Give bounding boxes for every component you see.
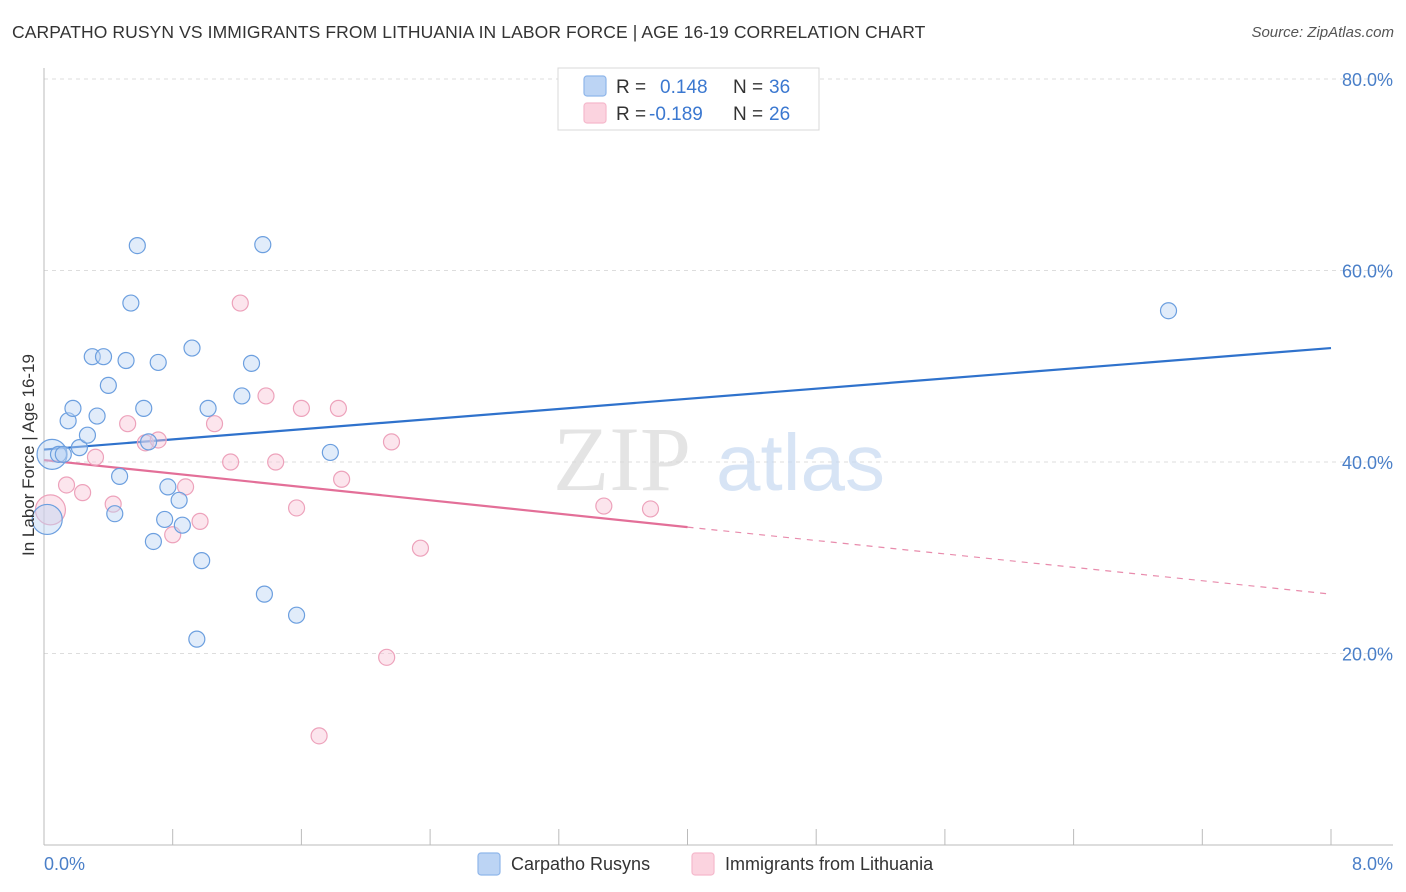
point-lithuania (310, 727, 328, 745)
point-lithuania (287, 499, 306, 517)
point-lithuania (231, 294, 249, 312)
legend-n-label: N = (733, 104, 763, 125)
x-tick-label: 8.0% (1352, 854, 1393, 874)
point-carpatho (321, 443, 339, 462)
bottom-legend-swatch-carpatho (477, 852, 501, 876)
legend-swatch-carpatho (583, 75, 607, 97)
bottom-legend-label-carpatho: Carpatho Rusyns (511, 854, 650, 874)
point-lithuania (292, 399, 310, 417)
tick-labels: 20.0% 40.0% 60.0% 80.0% 0.0% 8.0% (44, 70, 1393, 874)
point-carpatho (149, 353, 167, 372)
point-lithuania (329, 399, 348, 417)
trend-line-carpatho (43, 346, 1332, 451)
point-carpatho (111, 467, 129, 485)
point-lithuania (382, 433, 401, 451)
legend-r-label: R = (616, 77, 646, 98)
point-carpatho (64, 399, 82, 417)
legend-r-value: 0.148 (660, 77, 708, 98)
point-lithuania (57, 476, 76, 494)
point-carpatho (49, 445, 68, 463)
trend-lines (43, 346, 1332, 595)
y-axis-title: In Labor Force | Age 16-19 (19, 354, 38, 556)
point-carpatho (70, 439, 88, 457)
point-carpatho (1159, 302, 1178, 320)
axes (43, 68, 1393, 846)
point-lithuania (74, 484, 92, 502)
point-lithuania (257, 387, 275, 405)
point-lithuania (86, 448, 105, 466)
point-lithuania (267, 453, 285, 471)
point-lithuania (222, 453, 240, 471)
point-lithuania (641, 500, 660, 518)
legend-r-label: R = (616, 104, 646, 125)
point-carpatho (94, 348, 113, 366)
y-tick-label: 60.0% (1342, 262, 1393, 282)
y-tick-label: 40.0% (1342, 453, 1393, 473)
legend-swatch-lithuania (583, 102, 607, 124)
watermark-zip: ZIP (553, 408, 691, 510)
trend-line-lithuania-extension (687, 526, 1332, 595)
point-carpatho (31, 503, 63, 536)
point-carpatho (117, 351, 135, 370)
point-carpatho (193, 552, 211, 570)
chart-title: CARPATHO RUSYN VS IMMIGRANTS FROM LITHUA… (12, 22, 926, 42)
trend-line-lithuania (43, 458, 688, 529)
bottom-legend: Carpatho Rusyns Immigrants from Lithuani… (477, 852, 934, 876)
point-carpatho (170, 491, 188, 509)
point-carpatho (254, 236, 272, 254)
point-carpatho (233, 387, 251, 405)
x-tick-label: 0.0% (44, 854, 85, 874)
point-carpatho (156, 510, 174, 529)
point-carpatho (139, 433, 158, 451)
point-carpatho (144, 532, 162, 551)
point-carpatho (78, 426, 97, 444)
point-carpatho (88, 407, 106, 425)
point-carpatho (106, 505, 124, 523)
source-label: Source: ZipAtlas.com (1251, 24, 1394, 41)
legend-n-value: 36 (769, 77, 790, 98)
legend-r-value: -0.189 (649, 104, 703, 125)
point-lithuania (595, 497, 613, 515)
point-carpatho (135, 399, 153, 417)
point-carpatho (255, 585, 273, 603)
legend-n-label: N = (733, 77, 763, 98)
point-carpatho (173, 516, 191, 534)
point-carpatho (122, 294, 140, 312)
point-lithuania (119, 415, 137, 433)
point-lithuania (378, 648, 396, 666)
point-lithuania (333, 470, 351, 488)
y-tick-label: 80.0% (1342, 70, 1393, 90)
legend-n-value: 26 (769, 104, 790, 125)
data-points (31, 236, 1178, 745)
point-carpatho (183, 339, 201, 357)
point-carpatho (159, 478, 177, 496)
point-carpatho (54, 445, 72, 463)
point-lithuania (411, 539, 430, 557)
point-carpatho (199, 399, 217, 417)
point-lithuania (205, 415, 224, 433)
point-carpatho (242, 354, 261, 372)
point-carpatho (99, 376, 117, 394)
bottom-legend-swatch-lithuania (691, 852, 715, 876)
top-legend: R = 0.148 N = 36 R = -0.189 N = 26 (557, 67, 820, 131)
point-carpatho (128, 237, 146, 255)
point-carpatho (287, 606, 306, 624)
point-carpatho (188, 630, 206, 648)
watermark-atlas: atlas (716, 418, 885, 507)
point-lithuania (191, 512, 209, 530)
bottom-legend-label-lithuania: Immigrants from Lithuania (725, 854, 934, 874)
y-tick-label: 20.0% (1342, 645, 1393, 665)
